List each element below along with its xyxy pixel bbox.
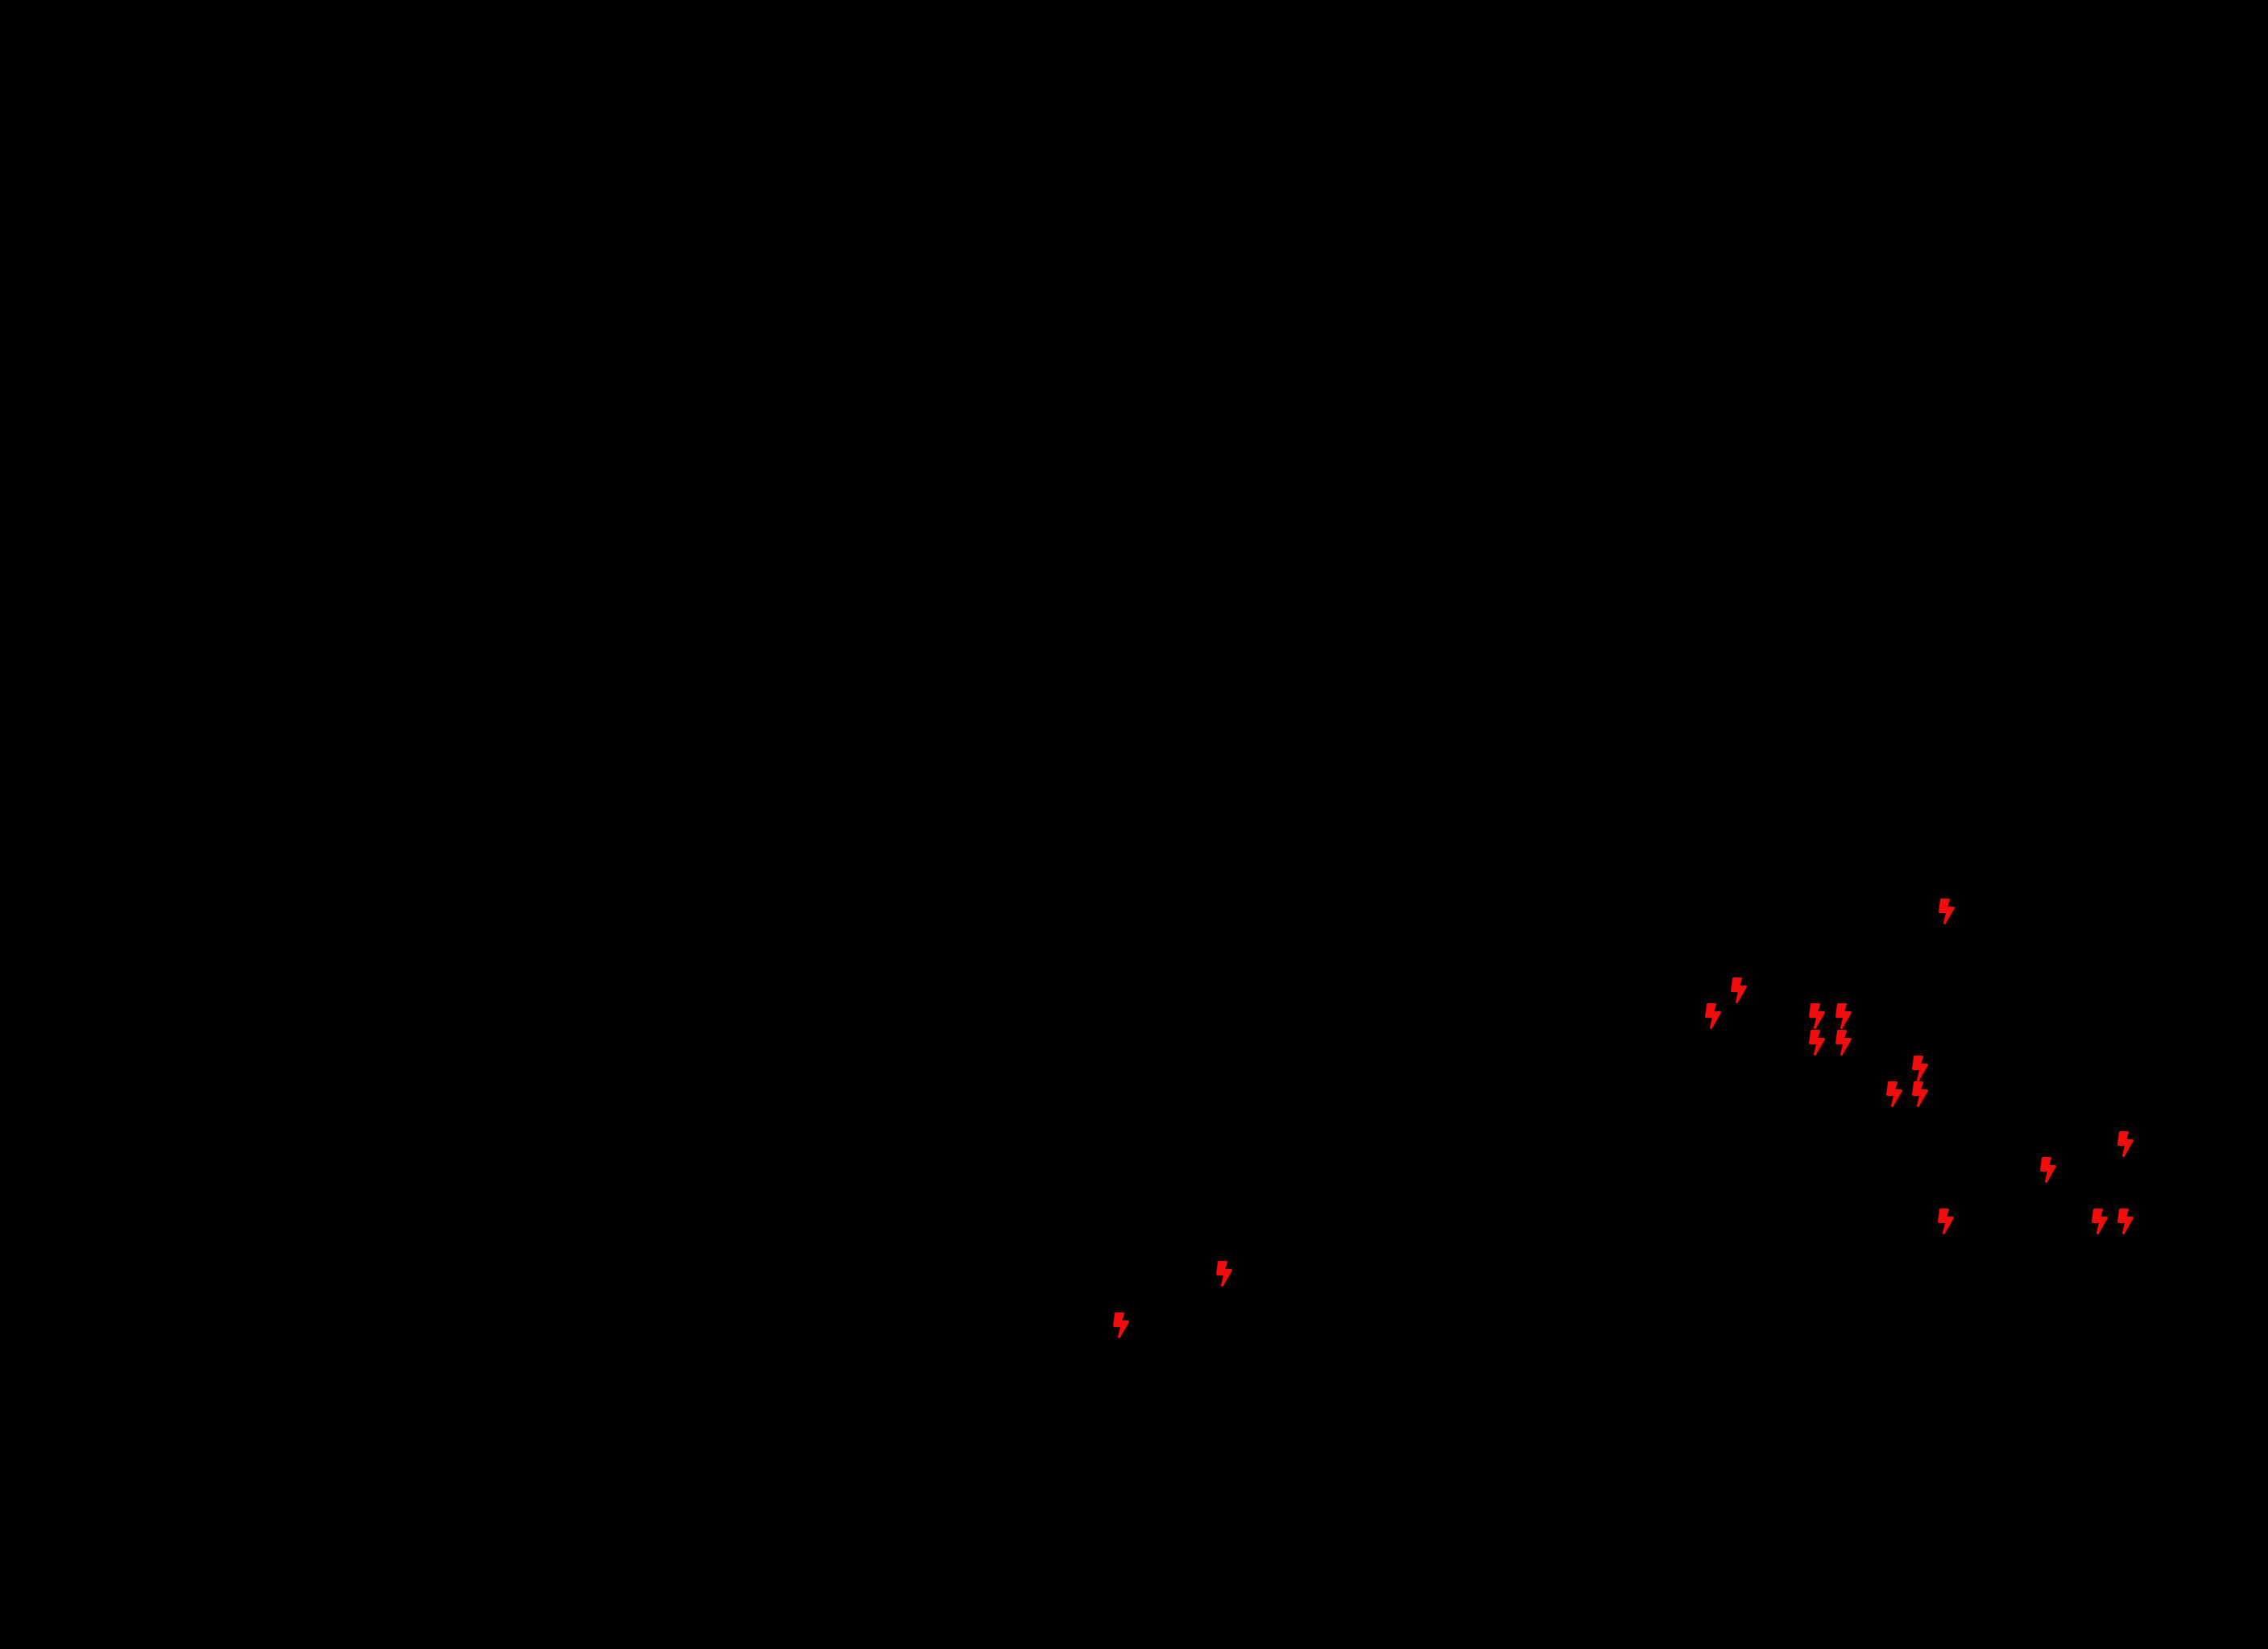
lightning-bolt-icon bbox=[1705, 1003, 1721, 1029]
lightning-bolt-icon bbox=[1216, 1261, 1232, 1287]
lightning-bolt-icon bbox=[2117, 1131, 2133, 1157]
lightning-bolt-icon bbox=[2117, 1209, 2133, 1234]
lightning-bolt-icon bbox=[1836, 1003, 1852, 1029]
lightning-bolt-icon bbox=[1731, 977, 1747, 1003]
lightning-bolt-icon bbox=[1836, 1030, 1852, 1056]
lightning-bolt-icon bbox=[1809, 1030, 1825, 1056]
lightning-bolt-icon bbox=[1113, 1312, 1129, 1338]
lightning-bolt-icon bbox=[1912, 1056, 1928, 1081]
lightning-bolt-icon bbox=[1912, 1081, 1928, 1107]
lightning-bolt-icon bbox=[2092, 1209, 2108, 1234]
lightning-bolt-icon bbox=[1886, 1081, 1902, 1107]
lightning-bolt-icon bbox=[1809, 1003, 1825, 1029]
lightning-bolt-icon bbox=[1939, 899, 1955, 924]
lightning-bolt-icon bbox=[1938, 1209, 1954, 1234]
lightning-bolt-icon bbox=[2040, 1157, 2056, 1183]
